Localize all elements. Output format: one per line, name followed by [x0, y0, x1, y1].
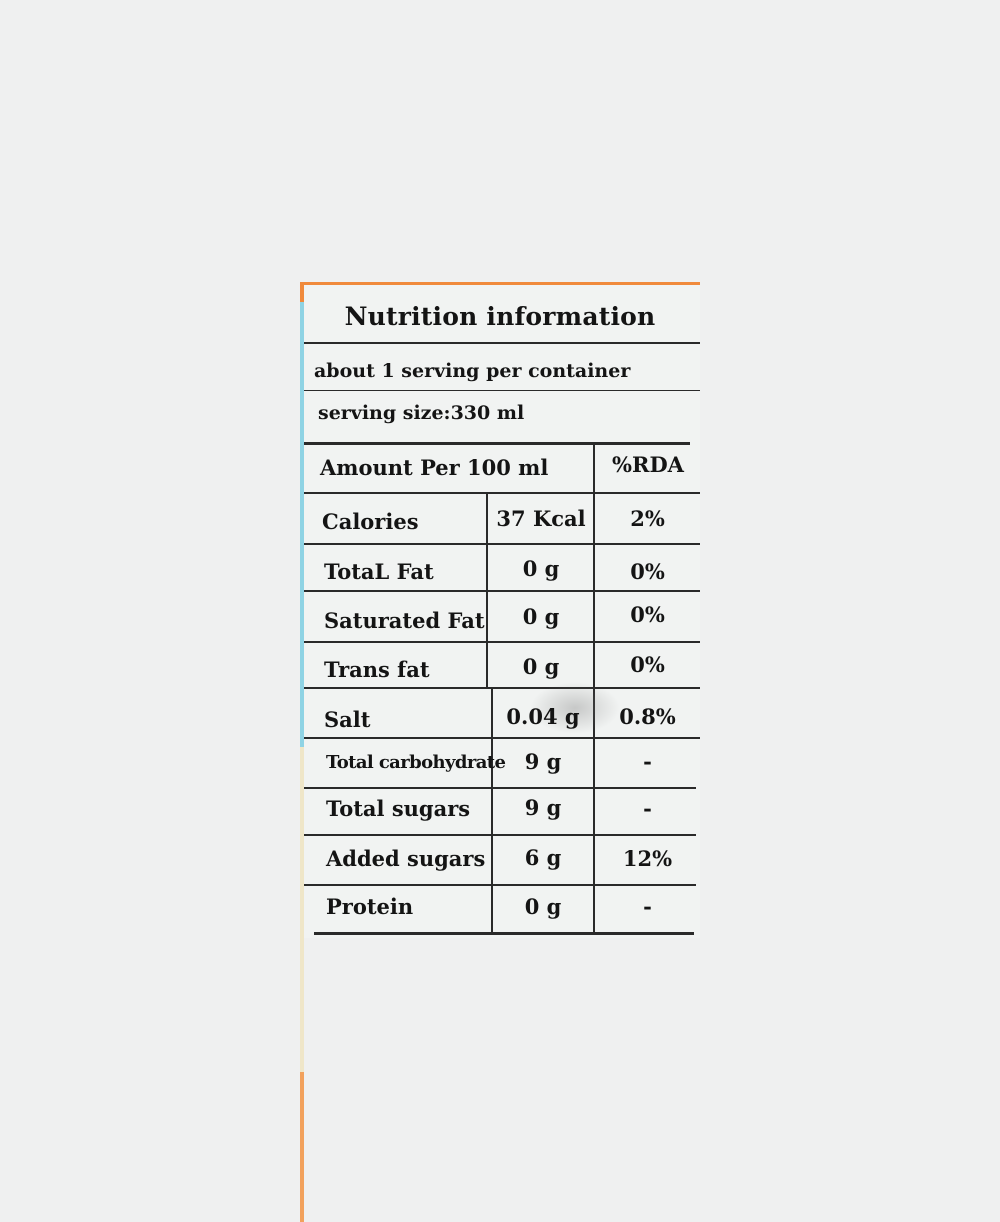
- row-nutrient: Added sugars: [326, 846, 486, 871]
- row-nutrient: Total sugars: [326, 796, 471, 821]
- orange-bottom-strip: [300, 1072, 304, 1222]
- table-rule: [304, 834, 696, 836]
- orange-edge-strip: [300, 282, 700, 285]
- row-rda: 12%: [622, 846, 673, 871]
- row-amount: 37 Kcal: [496, 506, 586, 531]
- column-rule: [486, 494, 488, 687]
- table-rule: [304, 543, 700, 545]
- row-amount: 0 g: [522, 556, 560, 581]
- nutrition-label: Nutrition information about 1 serving pe…: [300, 282, 700, 1222]
- table-rule: [304, 492, 700, 494]
- row-amount: 6 g: [524, 845, 562, 870]
- header-amount: Amount Per 100 ml: [320, 455, 549, 480]
- header-rda: %RDA: [612, 452, 684, 477]
- row-amount: 0 g: [522, 604, 560, 629]
- table-rule-top: [304, 442, 690, 445]
- cyan-edge-strip: [300, 302, 304, 747]
- row-nutrient: TotaL Fat: [324, 559, 434, 584]
- row-amount: 0 g: [524, 894, 562, 919]
- row-nutrient: Trans fat: [324, 657, 430, 682]
- serving-size: serving size:330 ml: [318, 402, 525, 424]
- cream-edge-strip: [300, 747, 304, 1072]
- row-rda: -: [643, 749, 652, 774]
- row-rda: 0%: [630, 602, 665, 627]
- title-divider: [304, 342, 700, 344]
- servings-per-container: about 1 serving per container: [314, 360, 631, 382]
- table-rule-bottom: [314, 932, 694, 935]
- label-title: Nutrition information: [344, 302, 656, 331]
- row-rda: 2%: [630, 506, 665, 531]
- row-rda: 0.8%: [619, 704, 676, 729]
- row-nutrient: Calories: [322, 509, 419, 534]
- column-rule: [593, 442, 595, 934]
- row-nutrient: Total carbohydrate: [326, 752, 506, 773]
- orange-corner-strip: [300, 282, 304, 302]
- table-rule: [304, 737, 700, 739]
- column-rule: [491, 687, 493, 934]
- row-rda: 0%: [630, 559, 665, 584]
- row-amount: 9 g: [524, 749, 562, 774]
- table-rule: [304, 687, 700, 689]
- table-rule: [304, 787, 696, 789]
- ink-smudge: [530, 682, 620, 734]
- table-rule: [304, 641, 700, 643]
- table-rule: [304, 590, 700, 592]
- row-nutrient: Salt: [324, 707, 371, 732]
- row-nutrient: Saturated Fat: [324, 608, 485, 633]
- row-rda: -: [643, 796, 652, 821]
- row-amount: 0 g: [522, 654, 560, 679]
- row-nutrient: Protein: [326, 894, 414, 919]
- servings-divider: [304, 390, 700, 391]
- row-rda: 0%: [630, 652, 665, 677]
- row-amount: 9 g: [524, 795, 562, 820]
- row-amount: 0.04 g: [506, 704, 580, 729]
- row-rda: -: [643, 894, 652, 919]
- table-rule: [304, 884, 696, 886]
